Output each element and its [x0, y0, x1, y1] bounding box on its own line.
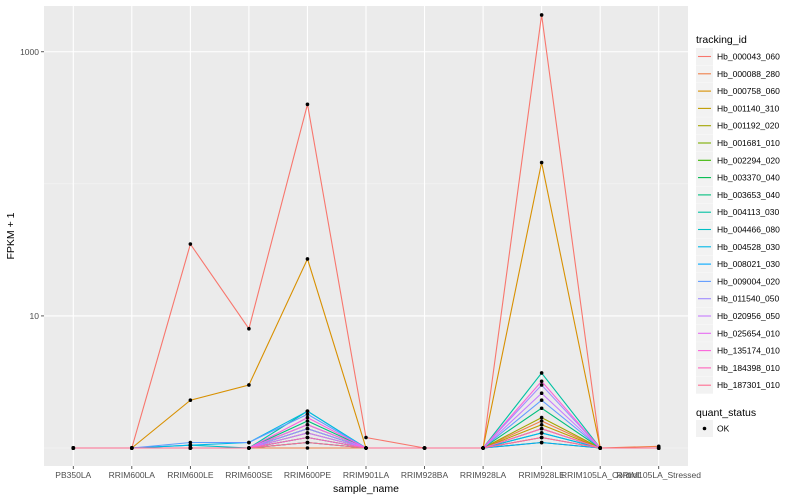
data-point: [247, 446, 251, 450]
data-point: [539, 371, 544, 375]
legend-label: Hb_004528_030: [717, 242, 780, 252]
data-points: [71, 13, 661, 450]
legend-label: Hb_002294_020: [717, 155, 780, 165]
legend-label: Hb_184398_010: [717, 363, 780, 373]
data-point: [422, 446, 427, 450]
x-tick-label: RRIM600LE: [167, 470, 214, 480]
x-tick-label: RRIM928LA: [460, 470, 507, 480]
data-point: [364, 446, 368, 450]
legend-label: Hb_001681_010: [717, 138, 780, 148]
x-tick-label: RRIM901LA: [343, 470, 390, 480]
y-axis-title: FPKM + 1: [5, 212, 17, 259]
data-point: [247, 383, 251, 387]
x-tick-label: RRIM928BA: [401, 470, 449, 480]
data-point: [130, 446, 134, 450]
x-axis: PB350LA RRIM600LA RRIM600LE RRIM600SE RRIM60…: [55, 466, 701, 480]
legend-quant-status: quant_status OK: [696, 407, 756, 437]
data-point: [481, 446, 485, 450]
legend-quant-status-title: quant_status: [696, 407, 756, 419]
data-point: [305, 435, 310, 440]
legend-label: Hb_187301_010: [717, 380, 780, 390]
data-point: [305, 412, 310, 417]
x-tick-label: RRIM105LA_Control: [561, 470, 640, 480]
data-point: [71, 446, 76, 450]
data-point: [539, 435, 544, 440]
legend-label: Hb_000758_060: [717, 86, 780, 96]
data-point: [188, 443, 193, 448]
legend-label: Hb_003653_040: [717, 190, 780, 200]
data-point: [364, 435, 368, 440]
legend-label: Hb_000043_060: [717, 52, 780, 62]
data-point: [188, 242, 193, 246]
data-point: [305, 102, 310, 107]
x-tick-label: RRIM600SE: [225, 470, 273, 480]
legend-label: Hb_011540_050: [717, 294, 780, 304]
x-tick-label: RRIM928LE: [518, 470, 565, 480]
legend-label: Hb_000088_280: [717, 69, 780, 79]
data-point: [188, 440, 193, 445]
legend-label: Hb_135174_010: [717, 346, 780, 356]
x-axis-title: sample_name: [333, 483, 399, 495]
legend-label: Hb_025654_010: [717, 328, 780, 338]
data-point: [305, 419, 310, 423]
data-point: [188, 446, 193, 450]
data-point: [539, 440, 544, 445]
x-tick-label: RRIM600PE: [284, 470, 332, 480]
legend-tracking-id: tracking_id Hb_000043_060 Hb_000088_280 Hb…: [696, 34, 780, 394]
data-point: [305, 422, 310, 427]
y-axis: 10 1000: [20, 47, 44, 321]
data-point: [539, 415, 544, 420]
data-point: [539, 379, 544, 384]
y-tick-label: 10: [30, 311, 40, 321]
data-point: [598, 446, 602, 450]
data-point: [305, 257, 310, 261]
legend-label: Hb_001140_310: [717, 103, 780, 113]
x-tick-label: RRIM105LA_Stressed: [616, 470, 701, 480]
data-point: [539, 398, 544, 403]
data-point: [305, 409, 310, 413]
data-point: [539, 383, 544, 387]
legend-label: Hb_004466_080: [717, 225, 780, 235]
data-point: [247, 326, 251, 331]
x-tick-label: PB350LA: [55, 470, 91, 480]
grid: [44, 6, 688, 466]
legend-label: Hb_001192_020: [717, 121, 780, 131]
data-point: [539, 391, 544, 395]
data-point: [247, 440, 251, 445]
data-point: [305, 446, 310, 450]
legend-label: OK: [717, 424, 730, 434]
y-tick-label: 1000: [20, 47, 39, 57]
legend-title: tracking_id: [696, 34, 747, 46]
legend-label: Hb_009004_020: [717, 276, 780, 286]
data-point: [539, 13, 544, 17]
data-point: [539, 406, 544, 411]
legend-label: Hb_020956_050: [717, 311, 780, 321]
data-point: [539, 431, 544, 435]
data-point: [539, 422, 544, 427]
legend-label: Hb_003370_040: [717, 173, 780, 183]
legend-label: Hb_004113_030: [717, 207, 780, 217]
data-point: [188, 398, 193, 403]
data-point: [305, 415, 310, 420]
data-point: [539, 419, 544, 423]
data-point: [656, 446, 661, 450]
data-point: [539, 426, 544, 431]
legend-key-point: [702, 426, 707, 431]
data-point: [305, 431, 310, 435]
data-point: [539, 160, 544, 165]
x-tick-label: RRIM600LA: [109, 470, 156, 480]
data-point: [305, 440, 310, 445]
data-point: [305, 426, 310, 431]
legend-label: Hb_008021_030: [717, 259, 780, 269]
